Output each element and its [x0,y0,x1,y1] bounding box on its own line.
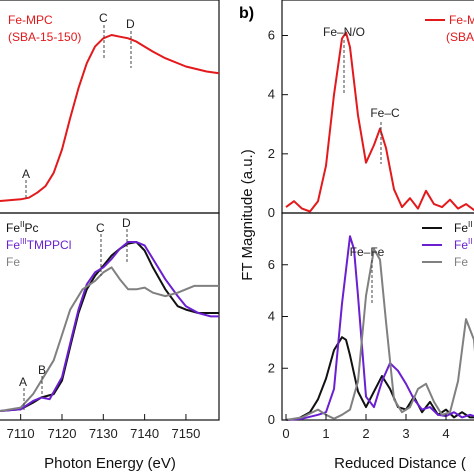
series-line-0 [0,34,220,202]
right-x-axis-label: Reduced Distance ( [334,455,466,472]
right-ytick-label: 4 [268,87,275,102]
right-ytick-label: 2 [268,360,275,375]
left-xtick-label: 7140 [130,426,159,441]
annot-fe-fe: Fe–Fe [350,245,385,259]
right-ytick-label: 6 [268,28,275,43]
left-xtick-label: 7150 [171,426,200,441]
legend-sba-right: (SBA [446,30,474,44]
series-line-2 [285,248,474,421]
legend-fe-mpc: Fe-MPC [8,13,53,27]
right-ytick-label: 0 [268,205,275,220]
right-xtick-label: 4 [442,426,449,441]
left-x-axis-label: Photon Energy (eV) [44,455,176,472]
left-bottom-plot-area [0,241,219,412]
annot-bottom-c: C [96,221,105,235]
right-ytick-label: 0 [268,412,275,427]
right-x-ticks: 0 1 2 3 4 [282,414,450,441]
right-xtick-label: 3 [402,426,409,441]
left-top-plot-area [0,34,220,202]
series-line-0 [0,241,219,412]
annot-fe-n-o: Fe–N/O [323,25,365,39]
right-xtick-label: 0 [282,426,289,441]
right-y-ticks: 0 2 4 6 0 2 4 6 [268,28,288,427]
panel-letter-b: b) [239,5,254,22]
right-ytick-label: 2 [268,146,275,161]
series-line-1 [285,235,474,421]
legend-fe-iii-tmppcl: FeIIITMPPCl [6,237,71,252]
right-ft-panel: b) 0 2 4 6 0 2 4 6 0 1 2 3 4 Fe-M (SBA FeII FeII Fe… [239,0,474,472]
right-xtick-label: 1 [322,426,329,441]
annot-bottom-a: A [19,375,27,389]
right-ytick-label: 6 [268,257,275,272]
left-xtick-label: 7130 [89,426,118,441]
legend-fe-ii-pc: FeIIPc [6,220,38,235]
right-ytick-label: 4 [268,309,275,324]
legend-fe-mpc-right: Fe-M [449,13,474,27]
series-line-0 [285,31,474,213]
right-y-axis-label: FT Magnitude (a.u.) [239,149,256,280]
annot-bottom-d: D [122,216,131,230]
right-xtick-label: 2 [362,426,369,441]
annot-top-d: D [126,17,135,31]
legend-fe-ii-a: FeII [454,220,472,235]
left-xanes-panel: 7110 7120 7130 7140 7150 Fe-MPC (SBA-15-150)… [0,0,220,472]
left-xtick-label: 7110 [7,426,35,441]
annot-top-c: C [99,11,108,25]
annot-bottom-b: B [38,363,46,377]
right-bottom-plot-area [285,235,474,421]
series-line-1 [0,241,219,412]
right-top-plot-area [285,31,474,213]
legend-fe-foil: Fe [6,255,20,269]
left-xtick-label: 7120 [48,426,77,441]
annot-fe-c: Fe–C [370,106,400,120]
left-x-ticks: 7110 7120 7130 7140 7150 [7,414,200,441]
legend-fe-ii-b: FeII [454,237,472,252]
legend-fe-right: Fe [454,255,468,269]
series-line-2 [0,266,219,412]
annot-top-a: A [22,167,30,181]
series-line-0 [285,336,474,421]
legend-sba-15-150: (SBA-15-150) [8,30,81,44]
